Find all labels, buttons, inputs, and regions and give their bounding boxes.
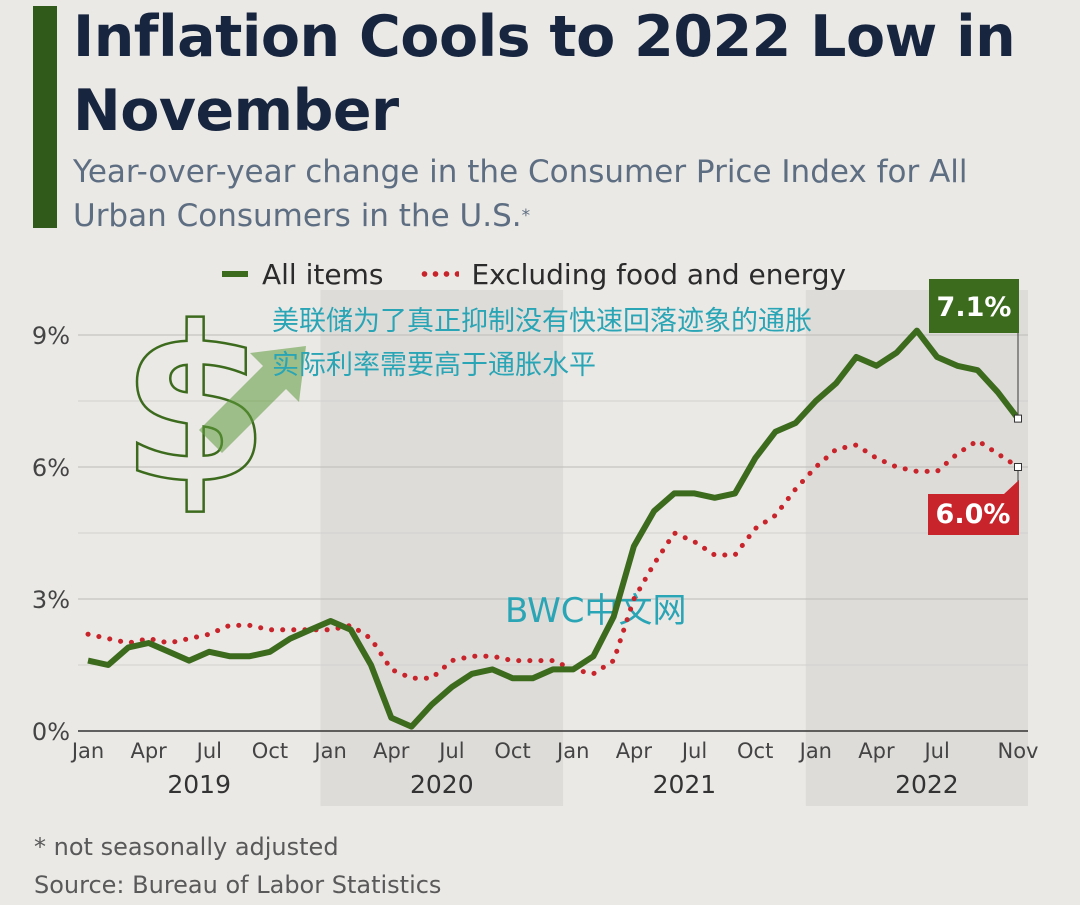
page-subtitle: Year-over-year change in the Consumer Pr… (73, 150, 1063, 238)
subtitle-asterisk: * (521, 206, 531, 226)
year-label: 2022 (895, 770, 959, 799)
footnote: * not seasonally adjusted (34, 833, 339, 861)
y-tick-label: 6% (32, 454, 70, 482)
legend-swatch-core (419, 271, 460, 277)
page-title: Inflation Cools to 2022 Low in November (73, 4, 1016, 144)
callout-tail-core (1004, 480, 1019, 494)
source-note: Source: Bureau of Labor Statistics (34, 871, 442, 899)
x-tick-label: Oct (737, 739, 773, 763)
y-tick-label: 0% (32, 718, 70, 746)
legend-swatch-all-items (222, 271, 248, 277)
year-band-2022 (805, 290, 1028, 806)
x-tick-label: Jul (437, 739, 464, 763)
x-tick-label: Oct (252, 739, 288, 763)
legend-label-core: Excluding food and energy (471, 257, 847, 291)
y-tick-label: 3% (32, 586, 70, 614)
x-tick-label: Nov (998, 739, 1039, 763)
callout-box-all-items (929, 279, 1019, 333)
year-label: 2020 (410, 770, 474, 799)
title-accent-bar (33, 6, 57, 228)
year-label: 2021 (653, 770, 717, 799)
end-marker-all-items (1014, 414, 1022, 423)
x-tick-label: Apr (130, 739, 167, 763)
year-label: 2019 (167, 770, 231, 799)
x-tick-label: Jul (195, 739, 222, 763)
legend-label-all-items: All items (262, 257, 384, 291)
series-line-all-items (87, 327, 1021, 730)
x-tick-label: Jan (312, 739, 346, 763)
x-tick-label: Apr (616, 739, 653, 763)
watermark: BWC中文网 (505, 591, 686, 631)
x-tick-label: Jan (798, 739, 832, 763)
callout-tail-all-items (1004, 318, 1019, 333)
chart-legend: All items Excluding food and energy (222, 256, 846, 292)
end-marker-core (1014, 463, 1022, 471)
series-line-core (85, 437, 1021, 681)
x-tick-label: Oct (494, 739, 530, 763)
x-tick-label: Jan (70, 739, 104, 763)
x-tick-label: Apr (373, 739, 410, 763)
year-band-2020 (320, 290, 564, 806)
x-tick-label: Apr (858, 739, 895, 763)
y-tick-label: 9% (32, 322, 70, 350)
x-tick-label: Jul (922, 739, 949, 763)
x-tick-label: Jan (555, 739, 589, 763)
end-label-core: 6.0% (936, 499, 1011, 530)
overlay-caption-line1: 美联储为了真正抑制没有快速回落迹象的通胀 (272, 306, 812, 337)
subtitle-text: Year-over-year change in the Consumer Pr… (73, 154, 968, 234)
up-right-arrow-icon (199, 346, 306, 453)
callout-box-core (928, 494, 1019, 535)
end-label-all-items: 7.1% (937, 292, 1012, 323)
overlay-caption-line2: 实际利率需要高于通胀水平 (272, 350, 596, 381)
x-tick-label: Jul (680, 739, 707, 763)
